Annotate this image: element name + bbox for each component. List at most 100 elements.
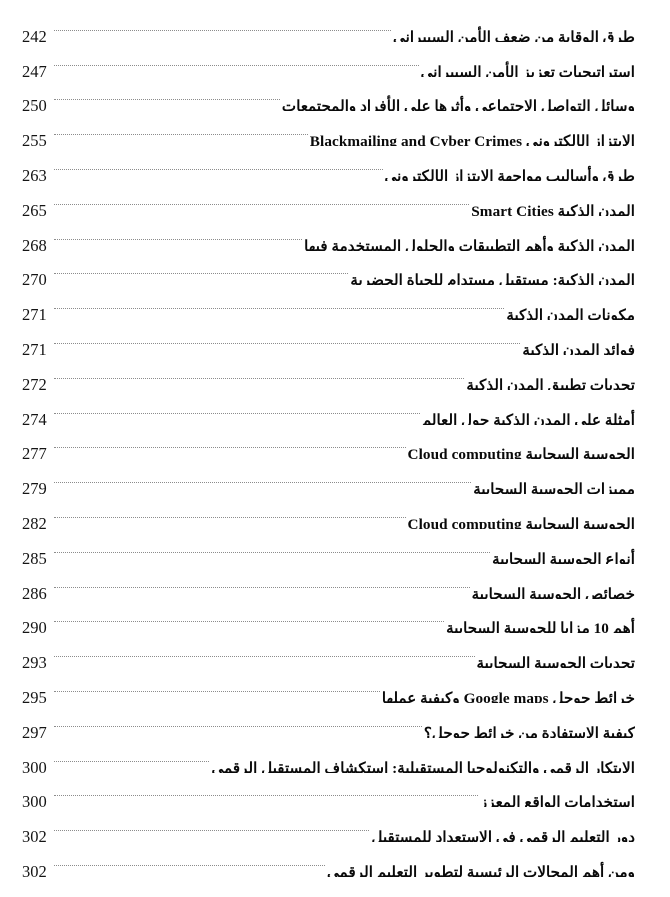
toc-entry-title: تحديات تطبيق المدن الذكية xyxy=(466,376,635,390)
toc-page-number: 286 xyxy=(22,583,47,599)
toc-entry[interactable]: مميزات الحوسبة السحابية 279 xyxy=(20,459,635,494)
toc-page-number: 300 xyxy=(22,792,47,808)
toc-entry-title: خصائص الحوسبة السحابية xyxy=(471,585,635,599)
toc-leader-dots xyxy=(54,355,465,390)
toc-leader-dots xyxy=(54,599,445,634)
toc-entry-title: طرق وأساليب مواجهة الابتزاز الإلكتروني xyxy=(384,167,635,181)
toc-entry[interactable]: طرق وأساليب مواجهة الابتزاز الإلكتروني 26… xyxy=(20,146,635,181)
toc-page-number: 274 xyxy=(22,409,47,425)
toc-entry-title: فوائد المدن الذكية xyxy=(522,341,635,355)
toc-leader-dots xyxy=(54,494,406,529)
toc-leader-dots xyxy=(54,111,308,146)
toc-entry[interactable]: كيفية الاستفادة من خرائط جوجل؟ 297 xyxy=(20,703,635,738)
toc-page-number: 300 xyxy=(22,757,47,773)
toc-leader-dots xyxy=(54,320,521,355)
toc-entry[interactable]: تحديات الحوسبة السحابية 293 xyxy=(20,633,635,668)
toc-leader-dots xyxy=(54,703,422,738)
toc-entry-title: مميزات الحوسبة السحابية xyxy=(473,481,635,495)
toc-leader-dots xyxy=(54,181,470,216)
toc-leader-dots xyxy=(54,459,472,494)
toc-entry[interactable]: المدن الذكية Smart Cities 265 xyxy=(20,181,635,216)
toc-entry-title: المدن الذكية: مستقبل مستدام للحياة الحضر… xyxy=(350,272,635,286)
toc-page-number: 290 xyxy=(22,618,47,634)
toc-entry-title: تحديات الحوسبة السحابية xyxy=(476,655,635,669)
toc-leader-dots xyxy=(54,807,370,842)
toc-entry[interactable]: دور التعليم الرقمي في الاستعداد للمستقبل… xyxy=(20,807,635,842)
toc-leader-dots xyxy=(54,633,475,668)
toc-entry-title: المدن الذكية Smart Cities xyxy=(471,202,635,216)
page-bottom-spacer xyxy=(20,877,635,897)
toc-entry-title: أمثلة على المدن الذكية حول العالم xyxy=(421,411,635,425)
toc-entry[interactable]: طرق الوقاية من ضعف الأمن السيبراني 242 xyxy=(20,7,635,42)
toc-page-number: 270 xyxy=(22,270,47,286)
toc-entry[interactable]: الابتكار الرقمي والتكنولوجيا المستقبلية:… xyxy=(20,738,635,773)
toc-entry[interactable]: استخدامات الواقع المعزز 300 xyxy=(20,773,635,808)
toc-entry[interactable]: خصائص الحوسبة السحابية 286 xyxy=(20,564,635,599)
toc-entry[interactable]: استراتيجيات تعزيز الأمن السيبراني 247 xyxy=(20,42,635,77)
toc-leader-dots xyxy=(54,773,478,808)
toc-entry-title: ومن أهم المجالات الرئيسية لتطوير التعليم… xyxy=(327,863,635,877)
toc-page-number: 242 xyxy=(22,26,47,42)
toc-leader-dots xyxy=(54,738,210,773)
toc-page-number: 295 xyxy=(22,687,47,703)
toc-entry[interactable]: الحوسبة السحابية Cloud computing 277 xyxy=(20,425,635,460)
toc-entry-list: طرق الوقاية من ضعف الأمن السيبراني 242 است… xyxy=(20,7,635,877)
toc-page-number: 271 xyxy=(22,305,47,321)
toc-page-number: 293 xyxy=(22,653,47,669)
toc-entry[interactable]: وسائل التواصل الاجتماعي وأثرها على الأفر… xyxy=(20,77,635,112)
toc-entry[interactable]: مكونات المدن الذكية 271 xyxy=(20,285,635,320)
toc-page-number: 250 xyxy=(22,96,47,112)
toc-page-number: 255 xyxy=(22,131,47,147)
toc-entry-title: طرق الوقاية من ضعف الأمن السيبراني xyxy=(392,28,635,42)
toc-entry[interactable]: ومن أهم المجالات الرئيسية لتطوير التعليم… xyxy=(20,842,635,877)
toc-entry[interactable]: أمثلة على المدن الذكية حول العالم 274 xyxy=(20,390,635,425)
toc-page-number: 297 xyxy=(22,722,47,738)
toc-entry-title: الابتكار الرقمي والتكنولوجيا المستقبلية:… xyxy=(211,759,635,773)
toc-page-number: 268 xyxy=(22,235,47,251)
toc-entry-title: مكونات المدن الذكية xyxy=(506,307,635,321)
toc-entry[interactable]: فوائد المدن الذكية 271 xyxy=(20,320,635,355)
toc-entry-title: دور التعليم الرقمي في الاستعداد للمستقبل xyxy=(371,829,635,843)
toc-page-number: 247 xyxy=(22,61,47,77)
toc-entry-title: الحوسبة السحابية Cloud computing xyxy=(407,515,635,529)
toc-entry-title: الابتزاز الإلكتروني Blackmailing and Cyb… xyxy=(309,133,635,147)
toc-entry[interactable]: أهم 10 مزايا للحوسبة السحابية 290 xyxy=(20,599,635,634)
toc-entry-title: أنواع الحوسبة السحابية xyxy=(492,550,635,564)
toc-page-number: 302 xyxy=(22,861,47,877)
toc-page-number: 265 xyxy=(22,200,47,216)
toc-leader-dots xyxy=(54,425,406,460)
toc-page-number: 282 xyxy=(22,513,47,529)
toc-entry-title: استراتيجيات تعزيز الأمن السيبراني xyxy=(420,63,635,77)
toc-leader-dots xyxy=(54,146,383,181)
toc-leader-dots xyxy=(54,668,380,703)
toc-leader-dots xyxy=(54,390,420,425)
toc-entry[interactable]: الحوسبة السحابية Cloud computing 282 xyxy=(20,494,635,529)
toc-leader-dots xyxy=(54,564,470,599)
toc-entry[interactable]: المدن الذكية وأهم التطبيقات والحلول المس… xyxy=(20,216,635,251)
toc-entry-title: أهم 10 مزايا للحوسبة السحابية xyxy=(446,620,635,634)
toc-page-number: 285 xyxy=(22,548,47,564)
toc-leader-dots xyxy=(54,842,325,877)
toc-entry-title: كيفية الاستفادة من خرائط جوجل؟ xyxy=(423,724,635,738)
toc-entry[interactable]: الابتزاز الإلكتروني Blackmailing and Cyb… xyxy=(20,111,635,146)
toc-page-number: 279 xyxy=(22,479,47,495)
toc-leader-dots xyxy=(54,285,505,320)
toc-entry[interactable]: خرائط جوجل Google maps وكيفية عملها 295 xyxy=(20,668,635,703)
toc-entry-title: الحوسبة السحابية Cloud computing xyxy=(407,446,635,460)
toc-entry-title: استخدامات الواقع المعزز xyxy=(479,794,635,808)
toc-entry-title: المدن الذكية وأهم التطبيقات والحلول المس… xyxy=(304,237,635,251)
toc-leader-dots xyxy=(54,529,491,564)
toc-page-number: 263 xyxy=(22,165,47,181)
toc-page-number: 272 xyxy=(22,374,47,390)
toc-entry[interactable]: تحديات تطبيق المدن الذكية 272 xyxy=(20,355,635,390)
toc-page-number: 277 xyxy=(22,444,47,460)
toc-leader-dots xyxy=(54,7,391,42)
toc-leader-dots xyxy=(54,251,349,286)
toc-entry-title: وسائل التواصل الاجتماعي وأثرها على الأفر… xyxy=(281,98,635,112)
toc-page-number: 271 xyxy=(22,339,47,355)
toc-entry[interactable]: أنواع الحوسبة السحابية 285 xyxy=(20,529,635,564)
toc-page-number: 302 xyxy=(22,827,47,843)
toc-leader-dots xyxy=(54,77,280,112)
toc-entry[interactable]: المدن الذكية: مستقبل مستدام للحياة الحضر… xyxy=(20,251,635,286)
